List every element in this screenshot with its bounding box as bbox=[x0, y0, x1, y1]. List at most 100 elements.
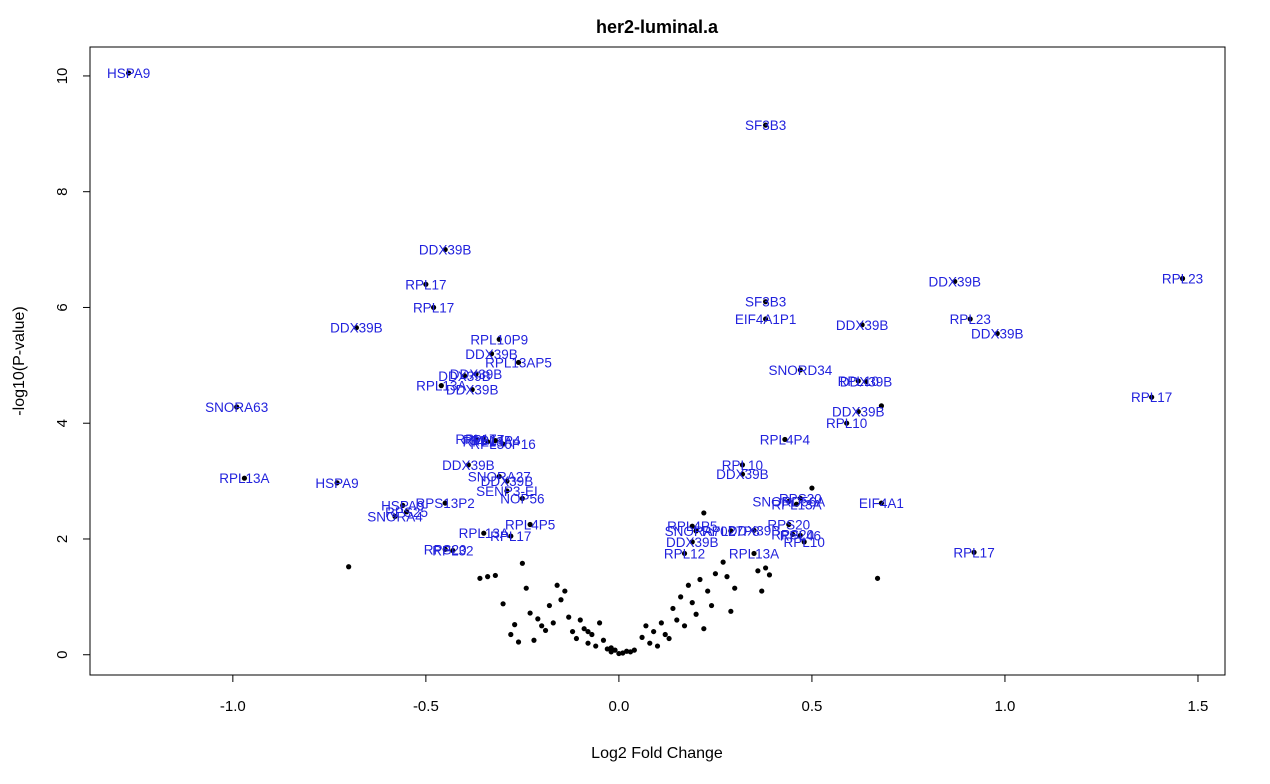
data-point bbox=[566, 614, 572, 620]
data-point bbox=[720, 559, 726, 565]
point-label: SF3B3 bbox=[745, 295, 786, 310]
point-label: RPL17 bbox=[413, 300, 454, 315]
data-point bbox=[797, 532, 803, 539]
data-point bbox=[488, 351, 495, 357]
point-label: RPL17 bbox=[405, 277, 446, 292]
data-point bbox=[766, 572, 773, 578]
point-label: RPL27P8 bbox=[702, 524, 760, 539]
data-point bbox=[554, 582, 560, 588]
data-point bbox=[504, 488, 510, 494]
point-label: RPL4P5 bbox=[667, 519, 717, 534]
point-label: RPL4P5 bbox=[505, 518, 555, 533]
data-point bbox=[492, 572, 498, 579]
data-point bbox=[762, 122, 769, 128]
x-tick-label: -1.0 bbox=[220, 698, 246, 715]
data-point bbox=[508, 631, 514, 638]
data-point bbox=[581, 626, 587, 632]
data-point bbox=[346, 564, 352, 570]
data-point bbox=[569, 628, 576, 635]
data-point bbox=[515, 359, 522, 366]
y-tick-label: 4 bbox=[54, 419, 71, 427]
data-point bbox=[782, 436, 788, 443]
data-point bbox=[585, 640, 591, 646]
point-label: HSPA9 bbox=[315, 476, 358, 491]
data-point bbox=[469, 387, 475, 393]
point-label: RPL13A bbox=[729, 546, 779, 561]
x-tick-label: 0.5 bbox=[801, 698, 822, 715]
x-tick-label: 0.0 bbox=[608, 698, 629, 715]
data-point bbox=[662, 631, 668, 638]
data-point bbox=[701, 626, 707, 632]
point-label: RPS20 bbox=[779, 491, 822, 506]
data-point bbox=[693, 528, 699, 534]
data-point bbox=[693, 611, 699, 617]
data-point bbox=[496, 336, 502, 342]
data-point bbox=[612, 647, 618, 653]
point-label: RPS13P2 bbox=[416, 496, 475, 511]
point-label: RPL17 bbox=[953, 545, 994, 560]
point-label: RPL12 bbox=[664, 546, 705, 561]
point-label: RPL13A bbox=[771, 497, 821, 512]
point-label: RPL13A bbox=[416, 379, 466, 394]
data-point bbox=[728, 608, 734, 614]
data-point bbox=[751, 550, 757, 557]
point-label: SNORA4 bbox=[367, 509, 423, 524]
point-label: EIF4A1P1 bbox=[735, 312, 797, 327]
data-point bbox=[728, 528, 734, 534]
data-point bbox=[797, 367, 803, 373]
data-point bbox=[539, 623, 545, 629]
point-label: SNORA70 bbox=[665, 524, 728, 539]
data-point bbox=[546, 602, 553, 609]
data-point bbox=[647, 640, 653, 646]
data-point bbox=[797, 495, 803, 502]
point-label: RPL23 bbox=[1162, 272, 1203, 287]
point-label: RPS25 bbox=[385, 505, 428, 520]
point-label: HSPA9 bbox=[107, 66, 150, 81]
point-label: SENP3-EI bbox=[476, 484, 538, 499]
point-label: DDX39B bbox=[446, 383, 499, 398]
data-point bbox=[971, 549, 977, 555]
point-label: EIF4A1 bbox=[859, 496, 904, 511]
data-point bbox=[874, 575, 881, 581]
data-point bbox=[859, 322, 865, 328]
point-label: RPL13A bbox=[462, 435, 512, 450]
data-point bbox=[508, 533, 514, 539]
data-point bbox=[496, 473, 502, 480]
data-point bbox=[878, 403, 885, 409]
data-point bbox=[596, 620, 603, 626]
data-point bbox=[967, 316, 973, 322]
point-label: DDX39B bbox=[330, 321, 383, 336]
data-point bbox=[689, 523, 695, 529]
data-point bbox=[542, 627, 549, 634]
point-label: SNORA27 bbox=[468, 469, 531, 484]
x-tick-label: 1.0 bbox=[995, 698, 1016, 715]
data-point bbox=[550, 620, 556, 626]
data-point bbox=[430, 304, 437, 311]
data-point bbox=[855, 378, 861, 384]
point-label: RPL4P4 bbox=[470, 434, 521, 449]
data-point bbox=[392, 513, 398, 520]
y-tick-label: 6 bbox=[54, 303, 71, 311]
data-point bbox=[708, 602, 715, 609]
data-point bbox=[515, 639, 522, 645]
point-label: RPL36P16 bbox=[470, 437, 535, 452]
data-point bbox=[1179, 275, 1186, 282]
data-point bbox=[670, 605, 676, 612]
point-label: RPL4P4 bbox=[760, 432, 811, 447]
point-label: RPL46 bbox=[780, 529, 821, 544]
data-point bbox=[643, 623, 649, 629]
data-point bbox=[616, 650, 622, 657]
data-point bbox=[674, 617, 680, 623]
data-point bbox=[423, 281, 429, 287]
point-label: RPL23 bbox=[950, 312, 991, 327]
x-axis-label: Log2 Fold Change bbox=[591, 745, 723, 762]
chart-title: her2-luminal.a bbox=[596, 17, 719, 37]
data-point bbox=[863, 378, 869, 385]
point-label: DDX39B bbox=[438, 369, 491, 384]
data-point bbox=[500, 441, 506, 447]
point-label: RPL17 bbox=[1131, 390, 1172, 405]
data-point bbox=[512, 622, 518, 628]
point-label: RPL13A bbox=[459, 526, 509, 541]
x-tick-label: 1.5 bbox=[1188, 698, 1209, 715]
point-label: RPS20 bbox=[424, 542, 467, 557]
